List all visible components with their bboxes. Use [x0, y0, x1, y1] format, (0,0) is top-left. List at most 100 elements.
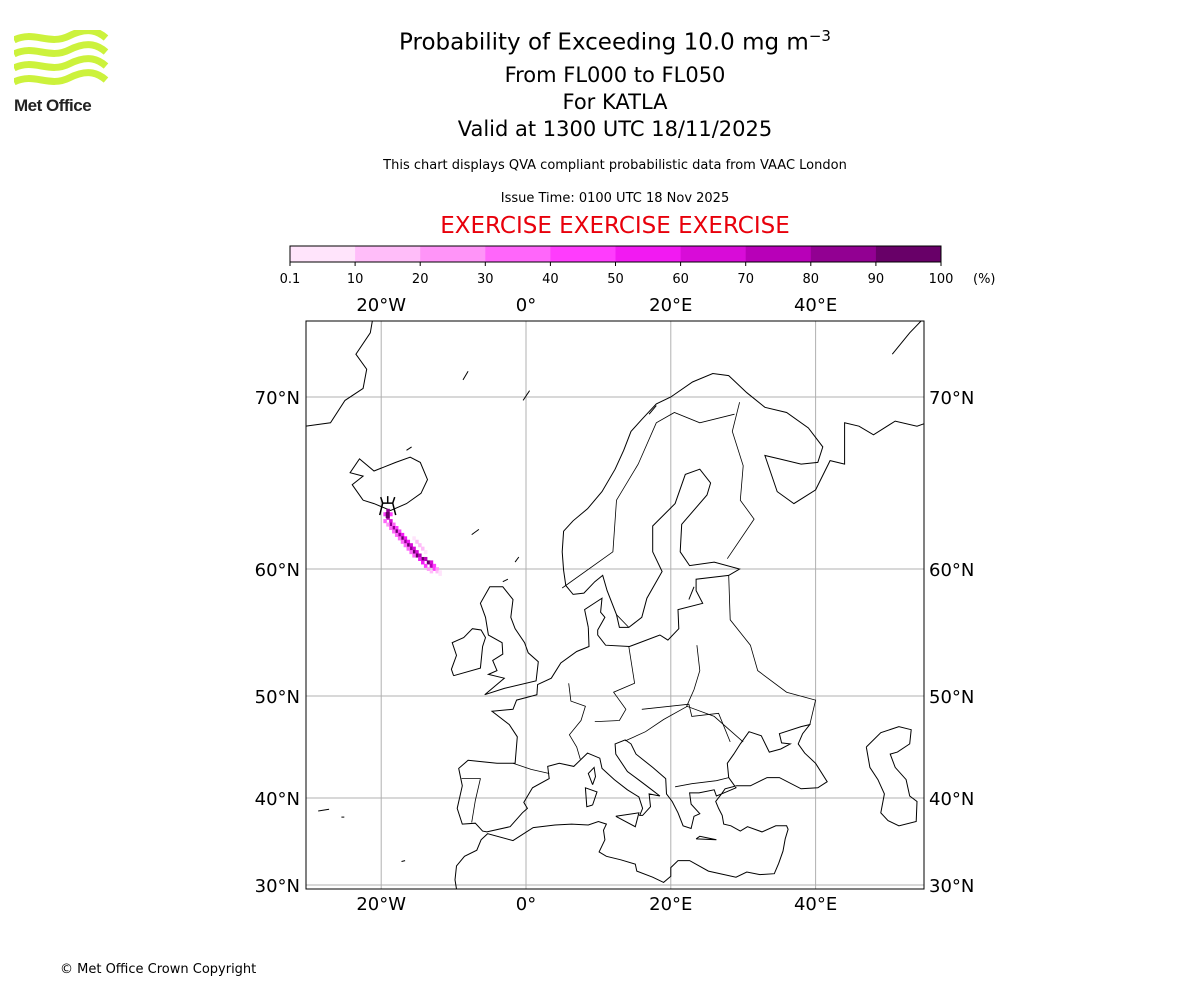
- coastline: [471, 528, 480, 536]
- logo-wave: [12, 55, 109, 72]
- country-border: [686, 645, 744, 743]
- probability-cell: [435, 567, 439, 571]
- colorbar-tick-label: 100: [929, 272, 954, 287]
- colorbar-segment: [810, 246, 877, 262]
- probability-cell: [426, 567, 431, 571]
- probability-cell: [397, 532, 402, 537]
- colorbar-unit: (%): [973, 272, 996, 287]
- level-range: From FL000 to FL050: [504, 63, 726, 87]
- probability-cell: [400, 532, 405, 537]
- colorbar-segment: [615, 246, 682, 262]
- probability-cell: [389, 522, 393, 527]
- coastline: [891, 321, 922, 355]
- probability-cell: [392, 522, 396, 527]
- probability-cell: [394, 526, 399, 531]
- probability-cell: [400, 536, 405, 541]
- volcano-vent: [385, 512, 390, 519]
- x-tick-label-top: 0°: [516, 295, 536, 316]
- volcano-name: For KATLA: [562, 90, 668, 114]
- description: This chart displays QVA compliant probab…: [383, 158, 847, 173]
- coastline: [306, 321, 373, 427]
- country-border: [625, 705, 688, 742]
- y-tick-label-right: 50°N: [929, 687, 974, 708]
- probability-cell: [429, 560, 434, 565]
- probability-cell: [415, 553, 419, 558]
- probability-cell: [394, 532, 399, 537]
- copyright: © Met Office Crown Copyright: [60, 962, 257, 977]
- x-tick-label-bottom: 20°W: [356, 894, 406, 915]
- colorbar-tick-label: 20: [412, 272, 429, 287]
- y-tick-label-left: 50°N: [255, 687, 300, 708]
- country-border: [641, 703, 731, 743]
- probability-cell: [409, 546, 413, 551]
- probability-cell: [429, 570, 434, 574]
- coastline: [318, 808, 330, 812]
- probability-cell: [409, 543, 413, 548]
- probability-cell: [415, 550, 419, 555]
- probability-cell: [409, 550, 413, 555]
- exercise-banner: EXERCISE EXERCISE EXERCISE: [440, 213, 790, 239]
- probability-cell: [412, 536, 416, 541]
- colorbar-segment: [290, 246, 356, 262]
- coastline: [450, 628, 487, 677]
- probability-cell: [392, 529, 396, 534]
- coastline: [648, 405, 657, 415]
- map-frame: [305, 320, 925, 890]
- probability-cell: [432, 567, 437, 571]
- coastline: [514, 556, 520, 563]
- probability-cell: [421, 560, 425, 565]
- country-border: [568, 683, 586, 760]
- colorbar-segment: [550, 246, 616, 262]
- probability-cell: [429, 563, 434, 568]
- colorbar-tick-label: 70: [737, 272, 754, 287]
- probability-cell: [383, 519, 387, 524]
- probability-cell: [389, 519, 393, 524]
- y-tick-label-right: 60°N: [929, 560, 974, 581]
- coastline: [502, 578, 509, 583]
- probability-cell: [403, 543, 408, 548]
- colorbar-tick-label: 60: [672, 272, 689, 287]
- colorbar-tick-label: 30: [477, 272, 494, 287]
- probability-cell: [400, 539, 405, 544]
- y-tick-label-right: 70°N: [929, 388, 974, 409]
- logo-wave: [12, 41, 109, 58]
- probability-cell: [418, 543, 422, 548]
- colorbar-segment: [875, 246, 942, 262]
- coastline: [865, 726, 918, 827]
- colorbar-segment: [680, 246, 747, 262]
- x-tick-label-top: 40°E: [794, 295, 837, 316]
- probability-cell: [438, 570, 442, 574]
- probability-cell: [423, 550, 428, 555]
- probability-cell: [386, 508, 390, 513]
- coastline: [695, 835, 717, 841]
- x-tick-label-bottom: 0°: [516, 894, 536, 915]
- logo-wave: [12, 27, 109, 44]
- probability-cell: [421, 556, 425, 561]
- country-border: [461, 778, 481, 823]
- coastline: [406, 446, 412, 451]
- probability-cell: [412, 550, 416, 555]
- country-border: [728, 575, 817, 725]
- country-border: [616, 614, 630, 628]
- coastline: [479, 586, 539, 696]
- probability-cell: [386, 522, 390, 527]
- probability-cell: [397, 536, 402, 541]
- country-border: [675, 777, 729, 788]
- probability-cell: [406, 543, 411, 548]
- coastline: [454, 627, 828, 889]
- chart-title: Probability of Exceeding 10.0 mg m−3: [399, 27, 831, 56]
- logo-text: Met Office: [14, 96, 92, 115]
- volcano-icon: [378, 496, 397, 516]
- probability-cell: [403, 539, 408, 544]
- x-tick-label-bottom: 40°E: [794, 894, 837, 915]
- probability-cell: [392, 526, 396, 531]
- y-tick-label-right: 30°N: [929, 876, 974, 897]
- coastline: [584, 787, 598, 808]
- colorbar-tick-label: 80: [803, 272, 820, 287]
- probability-cell: [423, 556, 428, 561]
- probability-cell: [394, 529, 399, 534]
- x-tick-label-bottom: 20°E: [649, 894, 692, 915]
- coastline: [462, 371, 469, 381]
- probability-cell: [423, 563, 428, 568]
